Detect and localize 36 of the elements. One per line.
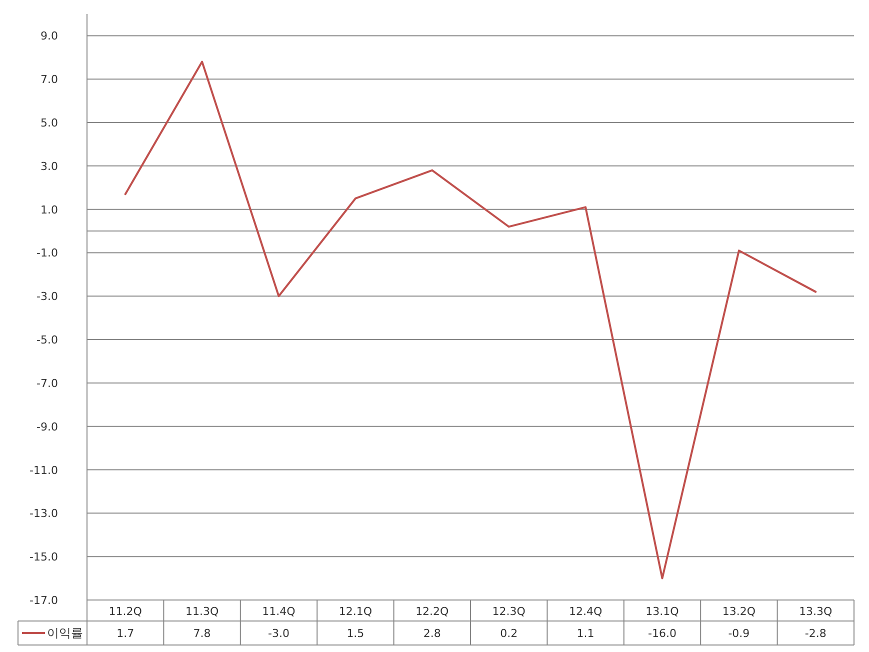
legend-label: 이익률	[47, 626, 83, 640]
y-tick-label: 1.0	[40, 203, 58, 216]
y-tick-label: -17.0	[30, 594, 58, 607]
data-label: -3.0	[268, 627, 290, 640]
x-tick-label: 11.3Q	[185, 605, 219, 618]
y-tick-label: 3.0	[40, 160, 58, 173]
data-label: 2.8	[423, 627, 441, 640]
x-tick-label: 12.1Q	[338, 605, 372, 618]
y-tick-label: -7.0	[36, 376, 58, 390]
x-tick-label: 13.2Q	[722, 605, 756, 618]
x-tick-label: 12.4Q	[568, 605, 602, 618]
data-label: 1.1	[576, 627, 594, 640]
y-tick-label: -1.0	[36, 246, 58, 260]
y-tick-label: -15.0	[30, 550, 58, 564]
data-label: 1.5	[346, 627, 364, 640]
x-tick-label: 11.2Q	[108, 605, 142, 618]
x-tick-label: 11.4Q	[262, 605, 296, 618]
data-label: -2.8	[804, 627, 826, 640]
x-tick-label: 12.2Q	[416, 605, 450, 618]
x-tick-label: 13.3Q	[799, 605, 833, 618]
y-tick-label: -13.0	[30, 507, 58, 520]
data-label: -16.0	[648, 627, 676, 640]
y-tick-label: -11.0	[30, 464, 58, 477]
y-tick-label: 7.0	[40, 73, 58, 86]
y-tick-label: -5.0	[36, 334, 58, 347]
y-tick-label: -9.0	[36, 420, 58, 434]
data-label: 0.2	[500, 627, 518, 640]
y-tick-label: 5.0	[40, 116, 58, 130]
y-tick-label: -3.0	[36, 290, 58, 304]
data-label: 7.8	[193, 627, 211, 640]
line-series	[124, 60, 817, 580]
x-tick-label: 13.1Q	[646, 605, 680, 618]
x-tick-label: 12.3Q	[492, 605, 526, 618]
data-label: 1.7	[116, 627, 134, 640]
data-label: -0.9	[728, 627, 750, 640]
y-tick-label: 9.0	[40, 30, 58, 43]
